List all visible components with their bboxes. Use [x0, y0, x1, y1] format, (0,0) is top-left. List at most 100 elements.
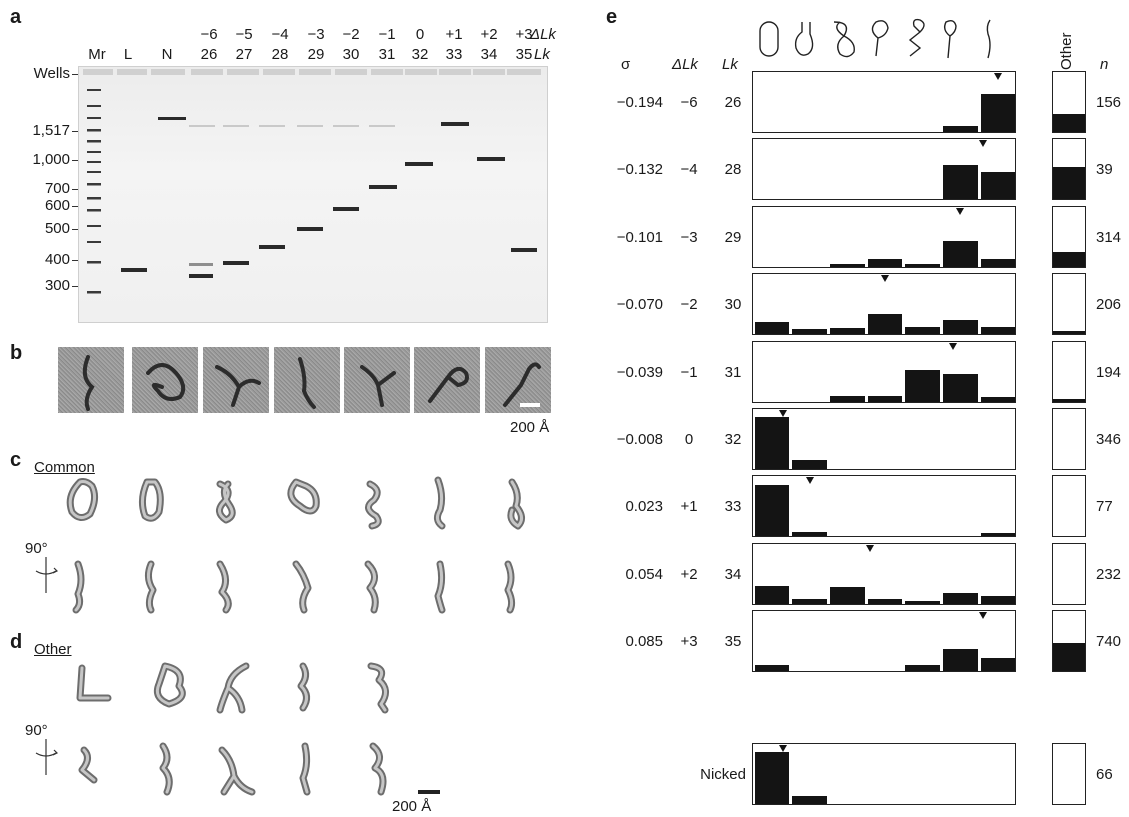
delta-lk-axis-title: ΔLk [530, 26, 556, 43]
lk-axis-title: Lk [534, 46, 550, 63]
cryo-em-micrograph [58, 347, 124, 413]
supercoil-loop-icon [908, 18, 925, 57]
delta-lk-label: −1 [378, 26, 396, 43]
other-fraction-box [1052, 138, 1086, 201]
lk-value: 30 [724, 296, 742, 314]
other-fraction-box [1052, 273, 1086, 336]
lk-value: 28 [724, 161, 742, 179]
histogram-bar [905, 665, 941, 672]
common-shape-3d [62, 476, 106, 537]
lk-header: Lk [722, 56, 738, 73]
common-shape-3d [133, 476, 177, 537]
other-fraction-bar [1053, 114, 1085, 132]
other-fraction-bar [1053, 252, 1085, 267]
panel-b-scale-label: 200 Å [510, 419, 550, 436]
shape-histogram [752, 542, 1016, 605]
cryo-em-micrograph [485, 347, 551, 413]
other-shape-3d-rotated [145, 740, 193, 803]
histogram-bar [980, 326, 1016, 335]
histogram-bar [905, 326, 941, 335]
common-shape-3d-rotated [282, 560, 326, 621]
n-count: 194 [1096, 363, 1122, 381]
gel-bands [83, 69, 541, 294]
common-shape-3d [420, 476, 464, 537]
delta-lk-label: −3 [307, 26, 325, 43]
delta-lk-value: −1 [680, 363, 698, 381]
panel-b-label: b [10, 342, 23, 364]
cryo-em-micrograph [414, 347, 480, 413]
mean-marker-icon [948, 342, 957, 350]
panel-d-title: Other [34, 641, 72, 658]
other-fraction-box [1052, 408, 1086, 470]
histogram-bar [792, 599, 827, 604]
sigma-header: σ [621, 56, 631, 73]
histogram-bar [792, 328, 827, 335]
long-racquet-icon [943, 19, 957, 59]
other-shape-3d-rotated [210, 740, 258, 803]
shape-histogram [752, 71, 1016, 133]
mean-marker-icon [994, 73, 1003, 80]
lane-label: N [161, 46, 173, 63]
lane-label: 30 [342, 46, 360, 63]
sigma-value: −0.008 [616, 431, 663, 448]
histogram-bar [792, 531, 827, 537]
other-shape-3d [145, 658, 193, 721]
shape-icon-row [759, 18, 991, 59]
open-circle-icon [759, 21, 779, 57]
lane-label: 33 [445, 46, 463, 63]
other-header: Other [1058, 32, 1075, 70]
shape-histogram [752, 610, 1016, 673]
common-shape-3d-rotated [62, 560, 106, 621]
other-shape-3d [355, 658, 403, 721]
histogram-bar [943, 240, 978, 267]
shape-histogram [752, 743, 1016, 805]
other-fraction-box [1052, 610, 1086, 673]
handled-loop-icon [794, 22, 814, 56]
other-fraction-bar [1053, 398, 1085, 402]
other-shape-3d [285, 658, 333, 721]
other-fraction-box [1052, 475, 1086, 538]
other-fraction-box [1052, 71, 1086, 133]
cryo-em-micrograph [203, 347, 269, 413]
sigma-value: −0.070 [616, 296, 663, 314]
size-marker-label: 500 [44, 220, 70, 237]
other-fraction-bar [1053, 642, 1085, 672]
rod-icon [986, 19, 991, 59]
delta-lk-value: +2 [680, 565, 698, 583]
lk-value: 35 [724, 633, 742, 651]
size-marker-tick [72, 286, 80, 287]
n-count: 66 [1096, 766, 1113, 783]
common-shape-3d-rotated [133, 560, 177, 621]
histogram-bar [980, 258, 1016, 267]
figure-eight-icon [833, 21, 855, 58]
common-shape-3d-rotated [490, 560, 534, 621]
histogram-bar [792, 795, 827, 804]
common-shape-3d [206, 476, 250, 537]
histogram-bar [943, 593, 978, 604]
size-marker-label: 600 [44, 197, 70, 214]
n-count: 314 [1096, 228, 1122, 246]
histogram-bar [943, 126, 978, 132]
other-fraction-bar [1053, 331, 1085, 335]
histogram-bar [905, 601, 941, 604]
delta-lk-label: −5 [235, 26, 253, 43]
delta-lk-value: −4 [680, 161, 698, 179]
histogram-bar [980, 658, 1016, 672]
mean-marker-icon [779, 410, 788, 417]
delta-lk-value: 0 [684, 431, 694, 448]
delta-lk-value: −2 [680, 296, 698, 314]
histogram-bar [829, 586, 865, 604]
histogram-bar [867, 258, 903, 267]
lane-label: 26 [200, 46, 218, 63]
lk-value: 34 [724, 565, 742, 583]
delta-lk-label: −2 [342, 26, 360, 43]
rotation-arrow-icon [35, 557, 59, 593]
delta-lk-label: +1 [445, 26, 463, 43]
size-marker-label: 300 [44, 277, 70, 294]
histogram-bar [754, 585, 790, 604]
size-marker-label: 700 [44, 180, 70, 197]
sigma-value: −0.194 [616, 94, 663, 111]
n-header: n [1100, 56, 1109, 73]
common-shape-3d-rotated [352, 560, 396, 621]
size-marker-label: Wells [33, 65, 70, 82]
